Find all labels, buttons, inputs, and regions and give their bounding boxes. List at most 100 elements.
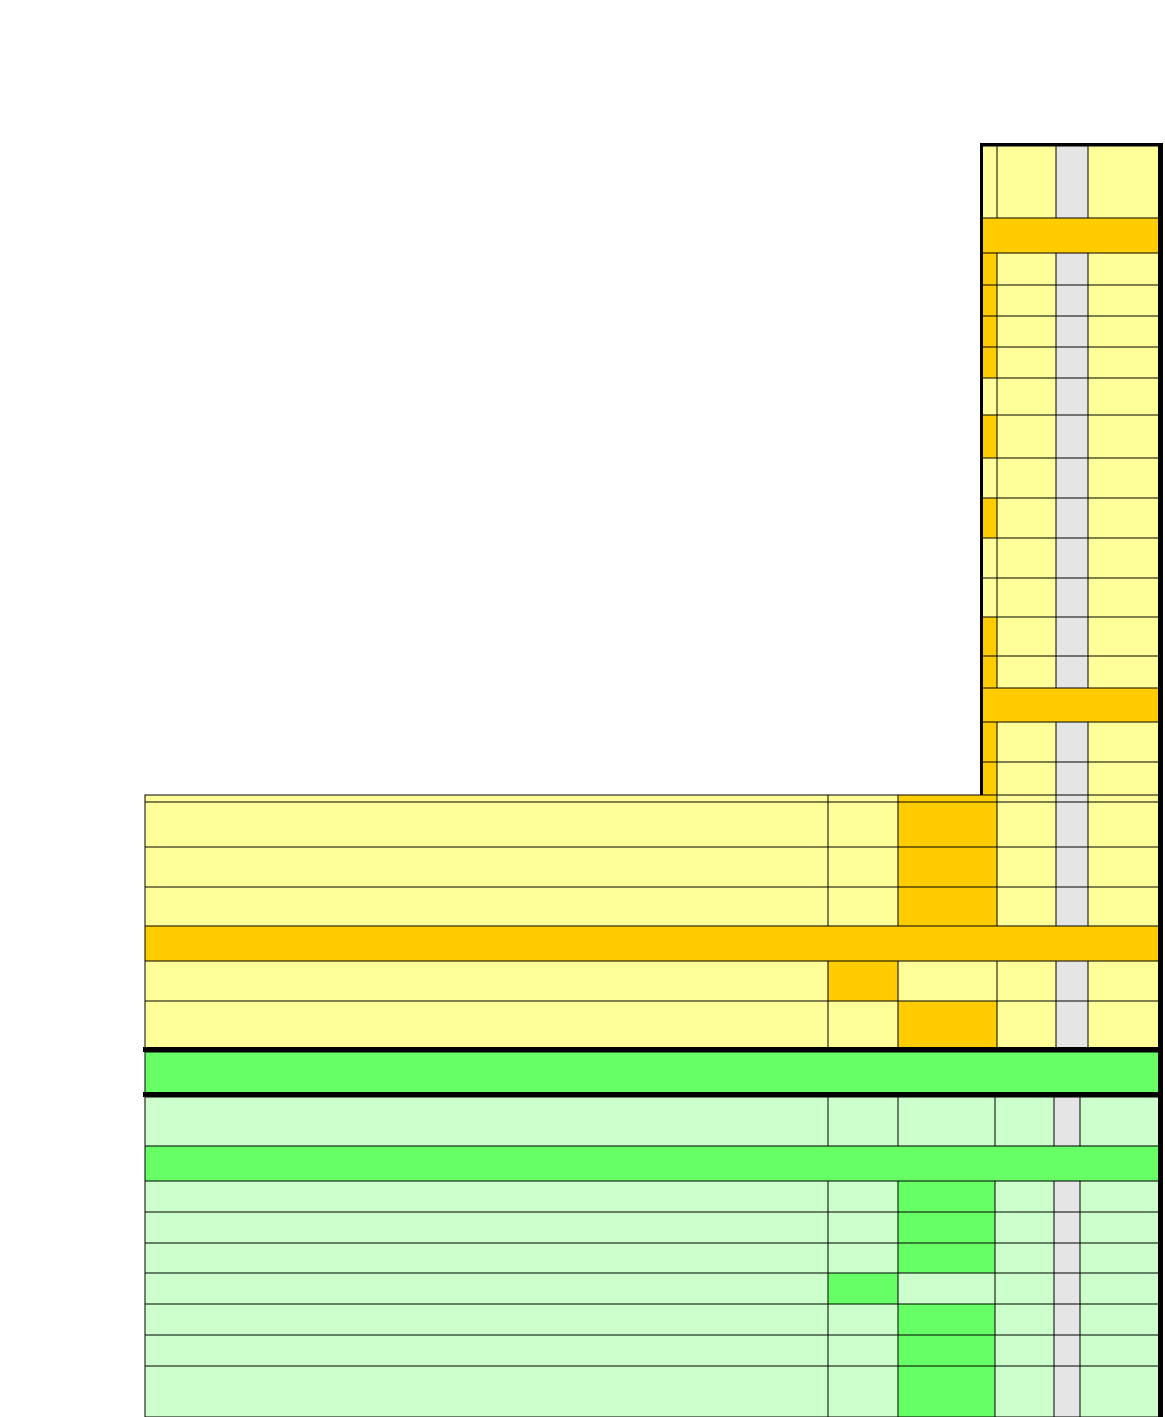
cell <box>1079 1211 1161 1244</box>
cell <box>1087 457 1161 499</box>
cell <box>1055 794 1089 803</box>
cell <box>980 414 998 459</box>
cell <box>1053 1180 1081 1213</box>
cell <box>1087 655 1161 689</box>
cell <box>980 252 998 286</box>
cell <box>1087 1000 1161 1049</box>
cell <box>1055 886 1089 927</box>
cell <box>897 801 998 848</box>
cell <box>1055 801 1089 848</box>
cell <box>144 1096 829 1147</box>
cell <box>1087 801 1161 848</box>
cell <box>1055 846 1089 888</box>
cell <box>827 1211 899 1244</box>
cell <box>144 1272 829 1305</box>
cell <box>996 801 1057 848</box>
cell <box>1055 721 1089 763</box>
cell <box>996 145 1057 219</box>
cell <box>897 1365 996 1417</box>
cell <box>1087 846 1161 888</box>
cell <box>1055 252 1089 286</box>
cell <box>980 497 998 539</box>
cell <box>1055 537 1089 579</box>
cell <box>827 1096 899 1147</box>
cell <box>1053 1303 1081 1336</box>
cell <box>1055 577 1089 618</box>
cell <box>1053 1365 1081 1417</box>
cell <box>144 1000 829 1049</box>
cell <box>980 217 1161 254</box>
cell <box>144 1211 829 1244</box>
cell <box>996 616 1057 657</box>
cell <box>1087 761 1161 796</box>
cell <box>1055 616 1089 657</box>
cell <box>1079 1242 1161 1274</box>
cell <box>996 721 1057 763</box>
cell <box>144 925 1161 962</box>
cell <box>144 1334 829 1367</box>
cell <box>980 761 998 796</box>
cell <box>144 846 829 888</box>
cell <box>1055 761 1089 796</box>
cell <box>1055 1000 1089 1049</box>
cell <box>827 1303 899 1336</box>
cell <box>980 687 1161 723</box>
thick-border <box>143 1047 1163 1052</box>
cell <box>144 1365 829 1417</box>
cell <box>996 315 1057 348</box>
cell <box>144 801 829 848</box>
cell <box>980 145 998 219</box>
cell <box>1053 1334 1081 1367</box>
cell <box>827 1000 899 1049</box>
cell <box>980 655 998 689</box>
cell <box>897 1180 996 1213</box>
cell <box>980 457 998 499</box>
cell <box>897 1334 996 1367</box>
cell <box>980 616 998 657</box>
cell <box>1079 1096 1161 1147</box>
cell <box>827 1272 899 1305</box>
cell <box>827 846 899 888</box>
cell <box>996 577 1057 618</box>
cell <box>1087 960 1161 1002</box>
cell <box>144 1051 1161 1094</box>
cell <box>996 1000 1057 1049</box>
cell <box>996 846 1057 888</box>
cell <box>996 457 1057 499</box>
cell <box>1055 145 1089 219</box>
cell <box>996 497 1057 539</box>
cell <box>1087 315 1161 348</box>
cell <box>827 794 899 803</box>
cell <box>1087 377 1161 416</box>
cell <box>1087 794 1161 803</box>
cell <box>897 960 998 1002</box>
cell <box>996 761 1057 796</box>
cell <box>1079 1303 1161 1336</box>
cell <box>1053 1211 1081 1244</box>
cell <box>1079 1180 1161 1213</box>
cell <box>996 960 1057 1002</box>
cell <box>144 1303 829 1336</box>
cell <box>996 537 1057 579</box>
cell <box>1087 616 1161 657</box>
cell <box>980 537 998 579</box>
cell <box>827 960 899 1002</box>
cell <box>897 1242 996 1274</box>
cell <box>994 1272 1055 1305</box>
cell <box>897 1000 998 1049</box>
cell <box>996 414 1057 459</box>
cell <box>144 794 829 803</box>
cell <box>1087 252 1161 286</box>
cell <box>1087 346 1161 379</box>
cell <box>1087 284 1161 317</box>
cell <box>827 801 899 848</box>
cell <box>1079 1272 1161 1305</box>
thick-border <box>981 143 1163 146</box>
cell <box>996 377 1057 416</box>
cell <box>1087 497 1161 539</box>
cell <box>980 315 998 348</box>
cell <box>996 794 1057 803</box>
cell <box>994 1180 1055 1213</box>
cell <box>827 1334 899 1367</box>
